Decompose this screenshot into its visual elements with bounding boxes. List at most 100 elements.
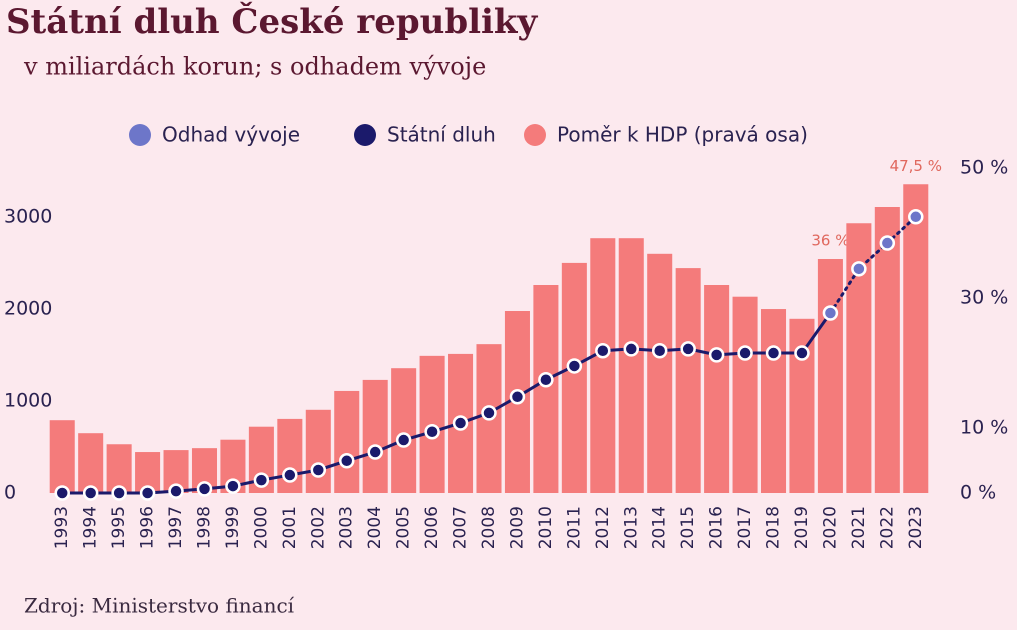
debt-dot xyxy=(168,483,184,499)
x-tick-label: 2004 xyxy=(365,506,385,549)
debt-dot xyxy=(225,478,241,494)
y2-tick-label: 0 % xyxy=(960,482,996,504)
estimate-dot xyxy=(879,235,896,251)
y2-tick-label: 50 % xyxy=(960,157,1008,179)
x-tick-label: 2015 xyxy=(678,506,698,549)
x-tick-label: 2019 xyxy=(792,506,812,549)
x-tick-label: 2022 xyxy=(877,506,897,549)
chart-title: Státní dluh České republiky xyxy=(6,1,538,42)
bar xyxy=(561,262,587,493)
x-tick-label: 2001 xyxy=(280,506,300,549)
bar xyxy=(675,268,701,493)
bar xyxy=(590,238,616,493)
debt-dot xyxy=(680,341,696,357)
debt-dot xyxy=(310,462,327,478)
x-tick-label: 2020 xyxy=(820,506,840,549)
x-tick-label: 2010 xyxy=(536,506,556,549)
source: Zdroj: Ministerstvo financí xyxy=(24,594,295,618)
bar xyxy=(789,318,815,493)
x-tick-label: 2018 xyxy=(764,506,784,549)
debt-dot xyxy=(253,472,270,488)
x-tick-label: 1995 xyxy=(109,506,129,549)
debt-dot xyxy=(651,343,668,359)
x-tick-label: 2002 xyxy=(308,506,328,549)
estimate-connector xyxy=(800,312,832,354)
x-tick-label: 1997 xyxy=(166,506,186,549)
x-tick-label: 1999 xyxy=(223,506,243,549)
bar xyxy=(533,285,559,493)
bar xyxy=(334,390,360,493)
y-tick-label: 3000 xyxy=(4,205,52,227)
x-tick-label: 2014 xyxy=(650,506,670,549)
bar xyxy=(817,259,843,493)
bar xyxy=(874,207,900,493)
bar xyxy=(618,238,644,493)
estimate-dot xyxy=(851,261,867,277)
x-tick-label: 2021 xyxy=(849,506,869,549)
debt-dot xyxy=(481,405,497,421)
x-tick-label: 2017 xyxy=(735,506,755,549)
bar xyxy=(704,285,730,493)
x-tick-label: 1996 xyxy=(138,506,158,549)
bar xyxy=(362,379,388,493)
x-tick-label: 2011 xyxy=(564,506,584,549)
debt-dot xyxy=(395,432,412,448)
y2-tick-label: 30 % xyxy=(960,287,1008,309)
debt-dot xyxy=(765,345,782,361)
x-tick-label: 1998 xyxy=(194,506,214,549)
legend-marker xyxy=(524,124,546,146)
bar xyxy=(49,420,75,493)
debt-dot xyxy=(794,345,810,361)
debt-dot xyxy=(566,358,583,374)
bar xyxy=(78,433,104,493)
x-tick-label: 2003 xyxy=(337,506,357,549)
debt-dot xyxy=(737,345,753,361)
bar xyxy=(903,184,929,493)
bar xyxy=(760,309,787,493)
x-tick-label: 2012 xyxy=(593,506,613,549)
legend-label: Státní dluh xyxy=(387,123,496,147)
x-tick-label: 2009 xyxy=(507,506,527,549)
debt-dot xyxy=(196,481,213,497)
x-tick-label: 2023 xyxy=(906,506,926,549)
chart-subtitle: v miliardách korun; s odhadem vývoje xyxy=(23,53,486,81)
x-tick-label: 2006 xyxy=(422,506,442,549)
debt-dot xyxy=(367,444,383,460)
estimate-dot xyxy=(822,305,839,321)
debt-dot xyxy=(452,415,469,431)
x-tick-label: 2013 xyxy=(621,506,641,549)
value-label: 36 % xyxy=(811,232,849,250)
x-tick-label: 2008 xyxy=(479,506,499,549)
debt-dot xyxy=(82,485,99,501)
estimate-line xyxy=(828,215,918,315)
debt-dot xyxy=(595,343,611,359)
bar xyxy=(391,368,417,493)
debt-dot xyxy=(623,341,640,357)
debt-dot xyxy=(282,467,298,483)
y-tick-label: 2000 xyxy=(4,297,52,319)
bar xyxy=(305,409,331,493)
x-tick-label: 2007 xyxy=(451,506,471,549)
debt-dot xyxy=(139,485,156,501)
legend-marker xyxy=(129,124,151,146)
debt-dot xyxy=(538,372,554,388)
debt-dot xyxy=(54,485,70,501)
y-tick-label: 1000 xyxy=(4,389,52,411)
bar xyxy=(732,296,758,493)
x-tick-label: 1994 xyxy=(81,506,101,549)
legend-marker xyxy=(354,124,376,146)
x-tick-label: 2005 xyxy=(394,506,414,549)
x-tick-label: 2000 xyxy=(251,506,271,549)
bar xyxy=(106,444,132,493)
debt-dot xyxy=(509,389,526,405)
debt-dot xyxy=(708,347,725,363)
x-tick-label: 1993 xyxy=(52,506,72,549)
debt-dot xyxy=(111,485,127,501)
debt-dot xyxy=(424,424,440,440)
y-tick-label: 0 xyxy=(4,482,16,504)
bar xyxy=(647,253,673,493)
x-tick-label: 2016 xyxy=(707,506,727,549)
legend-label: Odhad vývoje xyxy=(162,123,300,147)
debt-dot xyxy=(338,453,355,469)
